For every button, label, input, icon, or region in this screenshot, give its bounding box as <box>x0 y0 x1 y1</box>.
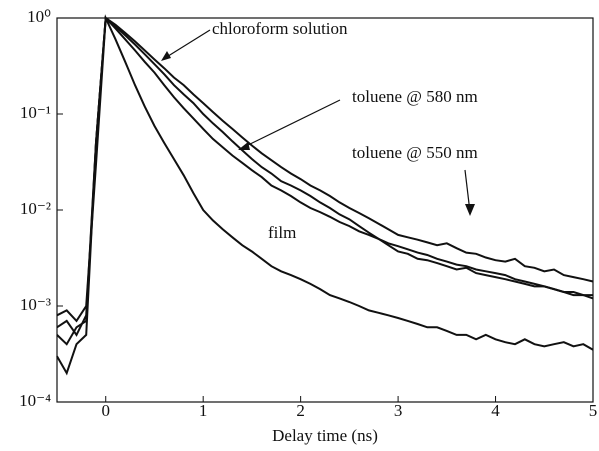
x-tick-label: 3 <box>394 401 403 420</box>
line-series <box>57 18 593 335</box>
x-axis-label: Delay time (ns) <box>272 426 378 445</box>
y-tick-label: 10⁻³ <box>20 295 51 314</box>
series-label: toluene @ 580 nm <box>352 87 478 106</box>
series-label: chloroform solution <box>212 19 348 38</box>
x-tick-label: 5 <box>589 401 598 420</box>
arrow-head <box>465 204 475 216</box>
arrow-head <box>161 51 171 61</box>
x-tick-label: 4 <box>491 401 500 420</box>
x-tick-label: 0 <box>101 401 110 420</box>
arrow <box>165 30 210 58</box>
y-tick-label: 10⁻² <box>20 199 51 218</box>
line-series <box>57 18 593 373</box>
y-tick-label: 10⁻¹ <box>20 103 51 122</box>
line-series <box>57 18 593 344</box>
x-tick-label: 2 <box>296 401 305 420</box>
y-tick-label: 10⁰ <box>27 7 51 26</box>
arrow <box>242 100 340 148</box>
line-series <box>57 18 593 321</box>
y-tick-label: 10⁻⁴ <box>19 391 51 410</box>
x-tick-label: 1 <box>199 401 208 420</box>
series-label: film <box>268 223 296 242</box>
series-label: toluene @ 550 nm <box>352 143 478 162</box>
